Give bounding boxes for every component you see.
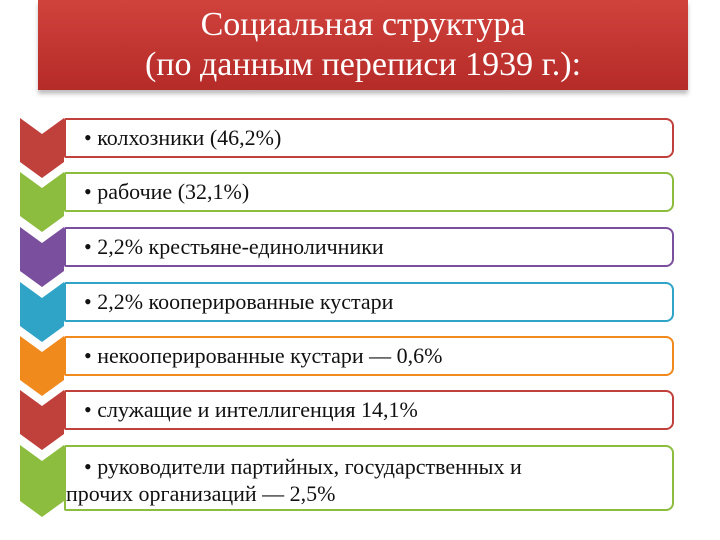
list-item-2: • рабочие (32,1%) <box>64 172 674 212</box>
item-label-4: • 2,2% кооперированные кустари <box>84 289 394 314</box>
list-item-4: • 2,2% кооперированные кустари <box>64 282 674 322</box>
item-label-7-line-1: • руководители партийных, государственны… <box>84 454 522 479</box>
item-label-5: • некооперированные кустари — 0,6% <box>84 343 443 368</box>
list-item-3: • 2,2% крестьяне-единоличники <box>64 227 674 267</box>
list-item-1: • колхозники (46,2%) <box>64 118 674 158</box>
title-banner: Социальная структура (по данным переписи… <box>38 0 688 90</box>
chevron-marker-4 <box>20 282 64 342</box>
item-label-7-line-2: прочих организаций — 2,5% <box>66 481 336 506</box>
item-label-3: • 2,2% крестьяне-единоличники <box>84 234 384 259</box>
item-label-6: • служащие и интеллигенция 14,1% <box>84 397 418 422</box>
item-label-7: • руководители партийных, государственны… <box>66 453 522 507</box>
chevron-marker-3 <box>20 227 64 287</box>
title-line-2: (по данным переписи 1939 г.): <box>144 46 582 83</box>
title-line-1: Социальная структура <box>200 6 526 43</box>
chevron-marker-6 <box>20 390 64 450</box>
list-item-5: • некооперированные кустари — 0,6% <box>64 336 674 376</box>
list-item-6: • служащие и интеллигенция 14,1% <box>64 390 674 430</box>
item-label-2: • рабочие (32,1%) <box>84 179 250 204</box>
item-label-1: • колхозники (46,2%) <box>84 125 282 150</box>
chevron-marker-7 <box>20 445 64 517</box>
list-item-7: • руководители партийных, государственны… <box>64 445 674 511</box>
chevron-marker-2 <box>20 172 64 232</box>
chevron-marker-5 <box>20 336 64 396</box>
chevron-marker-1 <box>20 118 64 178</box>
